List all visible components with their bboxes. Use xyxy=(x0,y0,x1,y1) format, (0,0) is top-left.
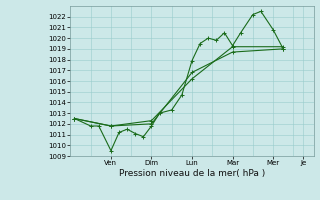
X-axis label: Pression niveau de la mer( hPa ): Pression niveau de la mer( hPa ) xyxy=(119,169,265,178)
